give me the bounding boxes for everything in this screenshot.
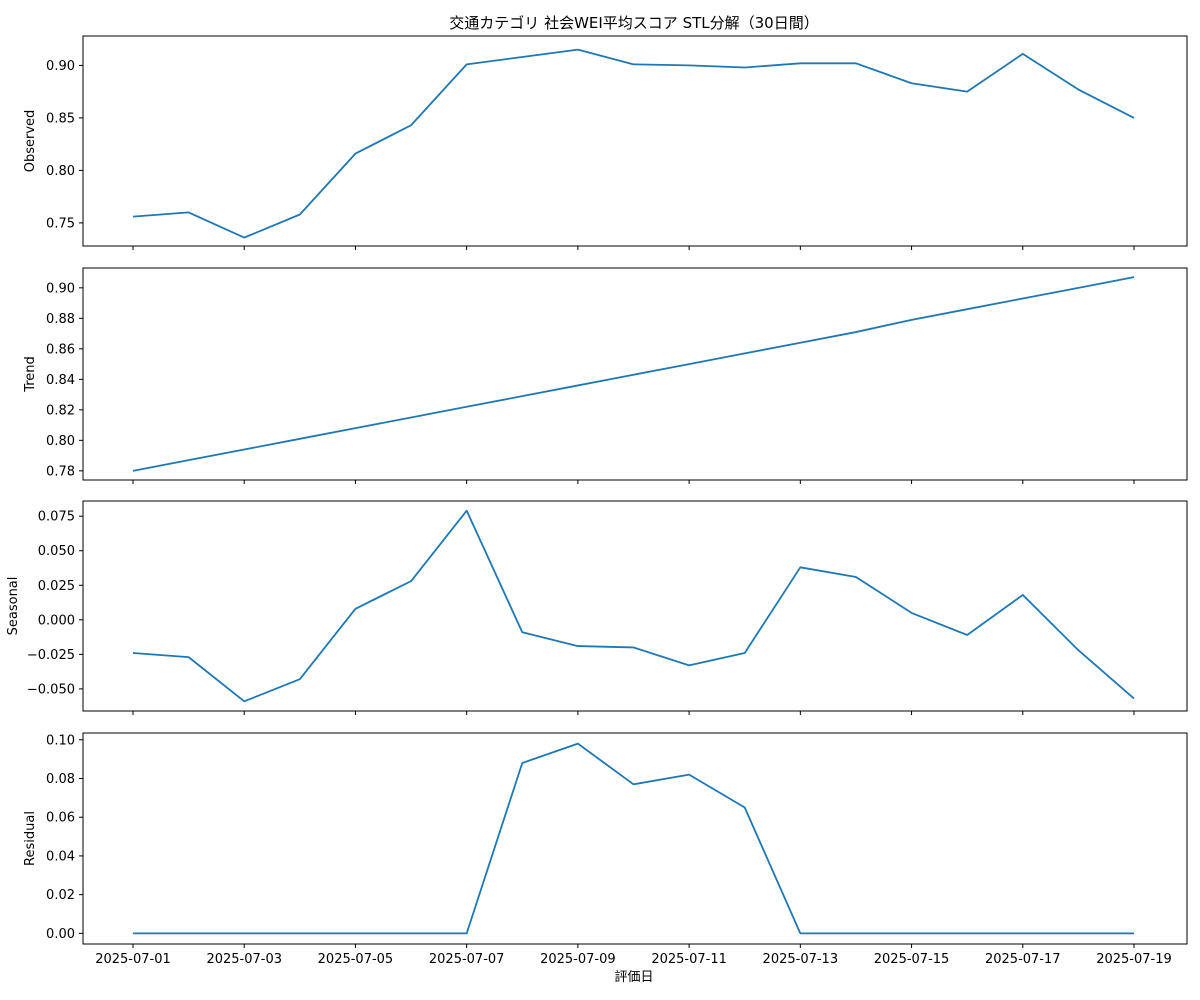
seasonal-y-tick-label: 0.025: [38, 579, 75, 594]
x-tick-label: 2025-07-07: [429, 952, 505, 967]
trend-series-line: [132, 276, 1135, 472]
residual-series-line: [133, 742, 1134, 935]
seasonal-y-axis-label: Seasonal: [6, 577, 21, 636]
trend-y-tick-label: 0.86: [46, 342, 75, 357]
x-tick-label: 2025-07-03: [206, 952, 282, 967]
residual-y-tick-label: 0.06: [46, 811, 75, 826]
chart-title: 交通カテゴリ 社会WEI平均スコア STL分解（30日間）: [449, 14, 818, 32]
residual-y-tick-label: 0.02: [46, 888, 75, 903]
x-tick-label: 2025-07-01: [95, 952, 171, 967]
observed-y-tick-label: 0.80: [46, 164, 75, 179]
trend-y-tick-label: 0.84: [46, 373, 75, 388]
observed-panel-frame: [82, 35, 1188, 247]
observed-y-tick-label: 0.75: [46, 216, 75, 231]
observed-y-tick-label: 0.90: [46, 59, 75, 74]
x-tick-label: 2025-07-17: [985, 952, 1061, 967]
x-tick-label: 2025-07-05: [318, 952, 394, 967]
seasonal-y-tick-label: −0.025: [27, 648, 75, 663]
trend-y-axis-label: Trend: [23, 356, 38, 393]
seasonal-y-tick-label: 0.000: [38, 613, 75, 628]
residual-y-tick-label: 0.04: [46, 849, 75, 864]
x-tick-label: 2025-07-15: [874, 952, 950, 967]
residual-y-axis-label: Residual: [23, 811, 38, 866]
x-tick-label: 2025-07-19: [1096, 952, 1172, 967]
residual-panel-frame: [82, 732, 1188, 945]
trend-y-tick-label: 0.90: [46, 281, 75, 296]
residual-y-tick-label: 0.00: [46, 927, 75, 942]
x-tick-label: 2025-07-13: [763, 952, 839, 967]
residual-y-tick-label: 0.08: [46, 772, 75, 787]
trend-y-tick-label: 0.82: [46, 403, 75, 418]
x-tick-label: 2025-07-11: [651, 952, 727, 967]
trend-y-tick-label: 0.80: [46, 434, 75, 449]
residual-y-tick-label: 0.10: [46, 733, 75, 748]
observed-y-axis-label: Observed: [23, 110, 38, 173]
seasonal-y-tick-label: −0.050: [27, 682, 75, 697]
seasonal-y-tick-label: 0.075: [38, 510, 75, 525]
trend-panel-frame: [82, 267, 1188, 481]
x-tick-label: 2025-07-09: [540, 952, 616, 967]
observed-y-tick-label: 0.85: [46, 111, 75, 126]
x-axis-label: 評価日: [614, 970, 653, 985]
trend-y-tick-label: 0.88: [46, 312, 75, 327]
observed-series-line: [132, 48, 1135, 239]
seasonal-panel-frame: [82, 500, 1188, 712]
trend-y-tick-label: 0.78: [46, 464, 75, 479]
seasonal-series-line: [132, 509, 1135, 703]
seasonal-y-tick-label: 0.050: [38, 544, 75, 559]
